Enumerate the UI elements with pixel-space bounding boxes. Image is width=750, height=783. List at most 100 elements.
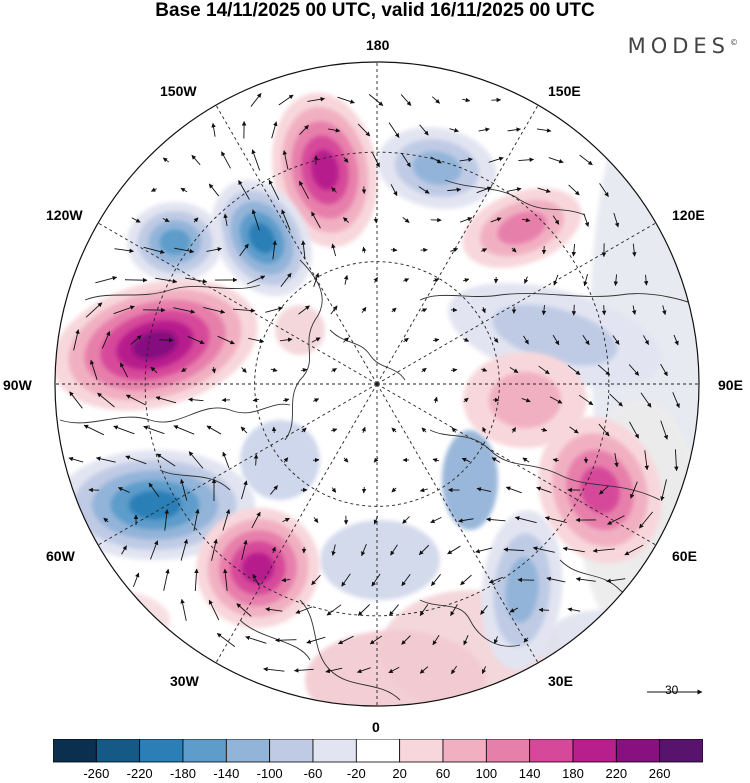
wind-vector [522,457,530,463]
wind-vector [124,277,148,283]
wind-vector [121,545,127,555]
wind-vector [628,421,640,439]
wind-vector [607,515,625,525]
wind-vector [328,128,341,133]
wind-vector [509,607,519,613]
wind-vector [493,337,499,343]
wind-vector [326,604,342,616]
wind-vector [241,367,247,373]
wind-vector [447,187,462,192]
wind-vector [293,668,314,673]
lon-label-60w: 60W [46,548,75,564]
wind-vector [331,428,338,433]
anomaly-bering-low [377,127,497,209]
wind-vector [245,635,267,644]
wind-vector [463,278,470,283]
wind-vector [523,335,529,345]
wind-vector [462,97,471,103]
wind-vector [524,276,529,284]
wind-vector [180,187,188,193]
lon-label-90w: 90W [3,377,32,393]
wind-vector [568,184,580,196]
wind-vector [541,305,547,316]
wind-vector [562,546,585,553]
wind-vector [450,604,458,617]
wind-vector [628,364,640,376]
wind-vector [514,516,537,524]
wind-vector [331,187,337,193]
wind-vector [343,274,349,285]
coastline-segment [419,293,699,311]
wind-vector [361,306,367,314]
wind-vector [419,124,429,136]
colorbar-swatch [139,739,184,763]
wind-vector [130,335,142,345]
anomaly-contour-fill [249,222,275,254]
colorbar-swatch [312,739,357,763]
wind-vector [368,94,384,106]
wind-vector [583,213,590,227]
wind-vector [313,272,320,287]
anomaly-alaska-low [212,179,312,297]
wind-vector [421,427,427,433]
lon-label-60e: 60E [672,548,697,564]
anomaly-background-patch [55,590,170,650]
wind-vector [221,151,231,169]
coastline-segment [284,259,323,441]
wind-vector [640,392,652,408]
wind-vector [148,482,160,498]
wind-vector [298,180,310,200]
wind-vector [390,544,398,556]
wind-vector [540,427,548,432]
wind-vector [246,275,266,285]
wind-vector [390,247,398,253]
lon-label-180: 180 [366,37,390,53]
wind-vector [281,577,291,583]
wind-vector [614,453,619,468]
wind-vector [481,367,488,372]
wind-vector [660,420,669,440]
wind-vector [403,337,409,343]
wind-vector [83,424,105,436]
wind-vector [270,367,278,372]
wind-vector [481,666,487,675]
wind-vector [97,392,115,408]
colorbar-tick-label: 20 [392,766,407,781]
wind-vector [241,480,248,500]
wind-vector [505,486,522,494]
wind-vector [486,517,506,522]
wind-vector [475,547,493,554]
wind-vector [552,458,560,463]
colorbar-swatch [95,739,141,763]
wind-vector [458,518,474,523]
coastline-segment [84,284,261,301]
reference-vector-label: 30 [665,683,679,697]
colorbar-tick-label: -100 [256,766,283,781]
wind-vector [482,426,487,433]
wind-vector [391,307,397,313]
wind-vector [194,568,199,592]
wind-vector [253,454,259,466]
wind-vector [488,576,503,584]
wind-vector [338,635,354,645]
anomaly-contour-fill [159,229,191,255]
wind-vector [390,184,398,197]
wind-vector [181,367,187,373]
wind-vector [301,427,307,433]
coastline-segment [419,599,521,647]
wind-vector [373,457,379,463]
wind-vector [432,96,441,104]
wind-vector [331,487,337,493]
wind-vector [372,152,380,168]
wind-vector [343,457,349,463]
colorbar-tick-label: -180 [169,766,197,781]
wind-vector [180,598,187,621]
wind-vector [282,398,290,403]
wind-vector [361,426,366,433]
wind-vector [282,517,290,523]
wind-vector [206,425,222,435]
wind-vector [343,157,349,163]
wind-vector [162,157,170,163]
wind-vector [463,634,469,646]
wind-vector [481,248,488,253]
